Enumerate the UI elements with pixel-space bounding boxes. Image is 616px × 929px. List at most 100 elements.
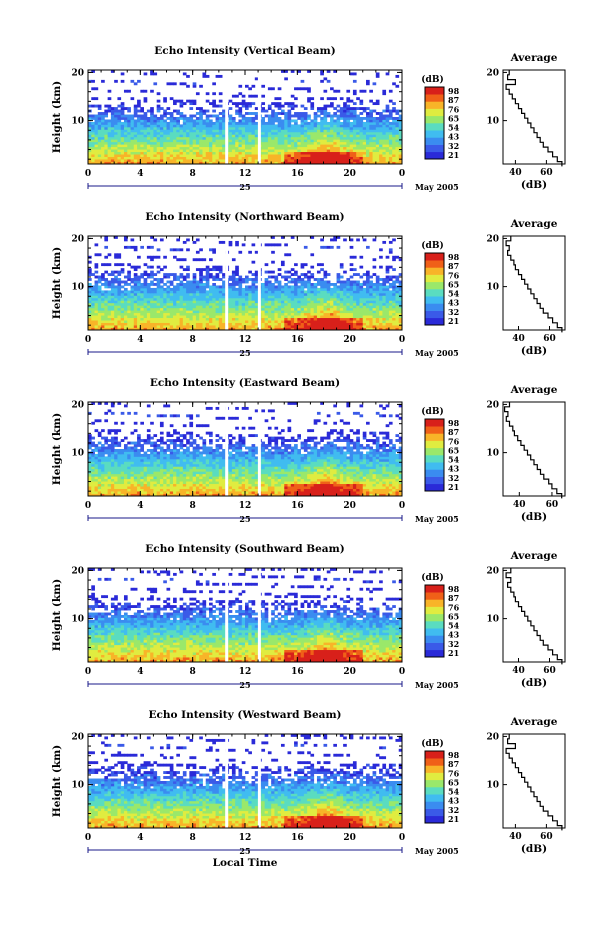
heatmap-cell (156, 119, 161, 123)
heatmap-cell (267, 107, 272, 110)
heatmap-cell (173, 156, 177, 160)
heatmap-cell (297, 278, 301, 281)
heatmap-cell (254, 325, 259, 328)
heatmap-cell (127, 300, 131, 304)
heatmap-cell (133, 302, 138, 306)
heatmap-cell (280, 287, 285, 291)
heatmap-cell (267, 327, 272, 331)
heatmap-cell (104, 154, 109, 157)
panel-2: Echo Intensity (Northward Beam)2010Heigh… (51, 211, 566, 358)
heatmap-cell (287, 295, 292, 299)
heatmap-cell (307, 283, 311, 286)
heatmap-cell (137, 265, 141, 269)
heatmap-cell (352, 79, 357, 83)
heatmap-cell (349, 320, 354, 323)
heatmap-cell (205, 117, 210, 120)
heatmap-cell (163, 275, 167, 279)
heatmap-cell (189, 124, 194, 128)
heatmap-cell (202, 151, 207, 155)
heatmap-cell (127, 305, 131, 309)
heatmap-cell (382, 280, 387, 284)
date-month-label: May 2005 (415, 348, 459, 358)
heatmap-cell (137, 278, 141, 281)
heatmap-cell (395, 117, 400, 120)
heatmap-cell (209, 136, 213, 140)
heatmap-cell (261, 159, 266, 162)
colorbar-segment (425, 267, 444, 275)
heatmap-cell (133, 287, 138, 291)
heatmap-cell (323, 315, 328, 319)
heatmap-cell (303, 134, 308, 138)
heatmap-cell (251, 84, 256, 88)
heatmap-cell (110, 144, 115, 148)
heatmap-cell (300, 112, 305, 115)
heatmap-cell (388, 250, 393, 254)
heatmap-cell (284, 305, 288, 309)
heatmap-cell (385, 312, 390, 316)
heatmap-cell (254, 302, 259, 306)
heatmap-cell (303, 320, 308, 323)
heatmap-cell (176, 159, 180, 162)
heatmap-cell (294, 310, 298, 314)
heatmap-cell (143, 287, 148, 291)
heatmap-cell (114, 109, 118, 113)
heatmap-cell (156, 320, 161, 323)
heatmap-cell (192, 295, 197, 299)
heatmap-cell (176, 124, 180, 128)
heatmap-cell (114, 79, 118, 83)
heatmap-cell (179, 322, 184, 326)
heatmap-cell (182, 151, 187, 155)
heatmap-cell (284, 275, 288, 279)
heatmap-cell (231, 124, 236, 128)
heatmap-cell (300, 317, 305, 321)
heatmap-cell (176, 131, 180, 135)
heatmap-cell (277, 124, 282, 128)
heatmap-cell (120, 72, 125, 76)
heatmap-cell (222, 287, 226, 291)
heatmap-cell (379, 141, 383, 145)
heatmap-cell (150, 302, 154, 306)
heatmap-cell (205, 292, 210, 296)
heatmap-cell (343, 151, 347, 155)
heatmap-cell (323, 89, 328, 93)
heatmap-cell (94, 117, 99, 120)
heatmap-cell (202, 287, 207, 291)
heatmap-cell (110, 156, 115, 160)
heatmap-cell (392, 156, 396, 160)
heatmap-cell (117, 139, 122, 143)
heatmap-cell (339, 126, 344, 130)
heatmap-cell (336, 292, 341, 296)
heatmap-cell (150, 146, 154, 150)
heatmap-cell (91, 295, 95, 299)
heatmap-cell (94, 307, 99, 311)
heatmap-cell (294, 139, 298, 143)
heatmap-cell (173, 292, 177, 296)
heatmap-cell (212, 159, 216, 162)
heatmap-cell (140, 307, 144, 311)
heatmap-cell (277, 126, 282, 130)
heatmap-cell (159, 117, 164, 120)
heatmap-cell (205, 141, 210, 145)
heatmap-cell (398, 144, 403, 148)
heatmap-cell (398, 491, 403, 494)
heatmap-cell (385, 297, 390, 301)
heatmap-cell (146, 297, 151, 301)
heatmap-cell (248, 149, 252, 153)
heatmap-cell (284, 292, 288, 296)
heatmap-cell (169, 131, 174, 135)
heatmap-cell (330, 124, 334, 128)
heatmap-cell (176, 297, 180, 301)
heatmap-cell (120, 488, 125, 492)
heatmap-cell (110, 149, 115, 153)
heatmap-cell (114, 121, 118, 125)
heatmap-cell (215, 159, 220, 162)
heatmap-cell (143, 312, 148, 316)
heatmap-cell (231, 317, 236, 321)
heatmap-cell (94, 243, 99, 247)
heatmap-cell (153, 154, 158, 157)
heatmap-cell (192, 310, 197, 314)
heatmap-cell (316, 491, 321, 494)
heatmap-cell (179, 124, 184, 128)
heatmap-cell (280, 325, 285, 328)
chart-title: Echo Intensity (Eastward Beam) (150, 377, 340, 389)
